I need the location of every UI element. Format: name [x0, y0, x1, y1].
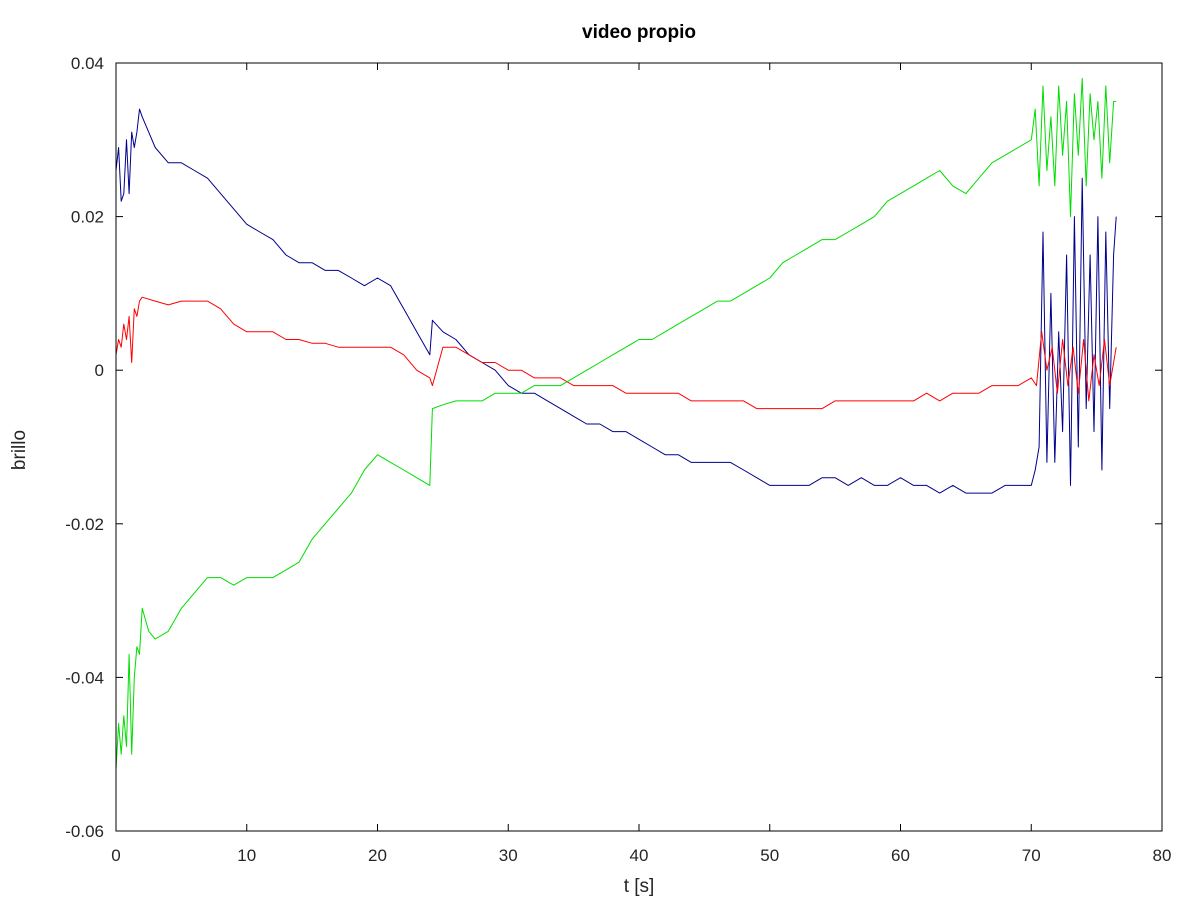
x-tick-label: 20 — [368, 846, 387, 865]
x-tick-label: 10 — [237, 846, 256, 865]
x-axis-label: t [s] — [624, 876, 655, 897]
x-tick-label: 40 — [630, 846, 649, 865]
y-tick-label: 0.02 — [71, 208, 104, 227]
x-tick-label: 80 — [1153, 846, 1172, 865]
chart-title: video propio — [582, 22, 696, 43]
y-tick-label: -0.06 — [65, 822, 104, 841]
axis-ticks: 0 10 20 30 40 50 60 70 80 0.04 0.02 0 -0.02 -0.04 -0.0… — [65, 54, 1171, 865]
series-line-3 — [115, 77, 1117, 770]
x-tick-label: 70 — [1022, 846, 1041, 865]
plot-frame — [115, 62, 1163, 832]
series-line-2 — [115, 296, 1117, 410]
x-tick-label: 0 — [111, 846, 120, 865]
x-tick-label: 30 — [499, 846, 518, 865]
x-tick-label: 60 — [891, 846, 910, 865]
plot-series — [115, 77, 1117, 770]
y-tick-label: 0.04 — [71, 54, 104, 73]
y-tick-label: 0 — [95, 361, 104, 380]
y-tick-label: -0.02 — [65, 515, 104, 534]
x-tick-label: 50 — [760, 846, 779, 865]
y-axis-label: brillo — [9, 430, 30, 470]
series-line-1 — [115, 108, 1117, 494]
y-tick-label: -0.04 — [65, 668, 104, 687]
